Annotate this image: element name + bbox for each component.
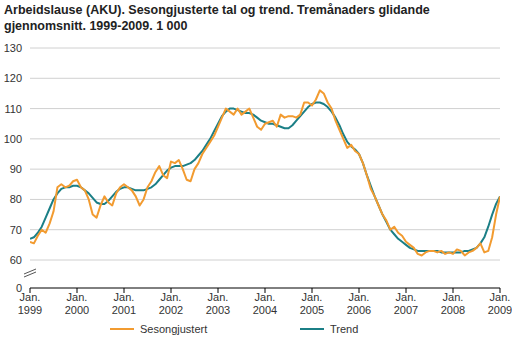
y-tick-label: 90 [10,163,22,175]
x-tick-label: Jan.2004 [253,291,277,316]
axis-break-bg [24,270,36,276]
y-tick-label: 110 [4,103,22,115]
x-tick-label-line: 2008 [441,304,465,316]
y-tick-label: 60 [10,254,22,266]
x-tick-label-line: Jan. [161,291,182,303]
x-tick-label: Jan.1999 [18,291,42,316]
y-tick-label: 120 [4,72,22,84]
chart: Arbeidslause (AKU). Sesongjusterte tal o… [0,0,512,349]
x-tick-label-line: Jan. [67,291,88,303]
grid-line [30,199,500,200]
y-tick-label: 80 [10,193,22,205]
legend-swatch [110,328,134,330]
x-tick-label: Jan.2006 [347,291,371,316]
y-tick-label: 100 [4,133,22,145]
x-tick-label-line: 2004 [253,304,277,316]
x-tick-label-line: Jan. [490,291,511,303]
x-tick-label-line: 2006 [347,304,371,316]
grid-line [30,78,500,79]
x-tick-label-line: 2009 [488,304,512,316]
x-tick-label: Jan.2002 [159,291,183,316]
x-tick-label-line: Jan. [208,291,229,303]
y-tick-label: 130 [4,42,22,54]
x-tick-label-line: Jan. [349,291,370,303]
plot-area [30,90,500,255]
x-tick-label-line: 2002 [159,304,183,316]
y-tick-label: 70 [10,224,22,236]
x-tick-label-line: Jan. [302,291,323,303]
x-tick-label: Jan.2007 [394,291,418,316]
x-tick-label: Jan.2009 [488,291,512,316]
grid-line [30,260,500,261]
grid-line [30,169,500,170]
x-tick-label-line: Jan. [443,291,464,303]
x-tick-label-line: 2000 [65,304,89,316]
axis-break [24,272,36,277]
x-tick-label-line: Jan. [20,291,41,303]
grid-line [30,48,500,49]
x-tick-label: Jan.2003 [206,291,230,316]
x-tick-label-line: Jan. [255,291,276,303]
x-tick-label-line: 1999 [18,304,42,316]
x-tick-label-line: 2001 [112,304,136,316]
x-tick-label-line: Jan. [114,291,135,303]
x-tick-label: Jan.2005 [300,291,324,316]
x-tick-label-line: Jan. [396,291,417,303]
x-tick-label: Jan.2008 [441,291,465,316]
x-tick-label-line: 2003 [206,304,230,316]
grid-line [30,138,500,139]
x-tick-label: Jan.2000 [65,291,89,316]
series-line [30,90,500,255]
x-tick-label-line: 2005 [300,304,324,316]
grid-line [30,229,500,230]
legend-label: Sesongjustert [140,323,207,335]
title: Arbeidslause (AKU). Sesongjusterte tal o… [4,3,430,33]
x-tick-label: Jan.2001 [112,291,136,316]
grid-line [30,108,500,109]
legend-label: Trend [330,323,358,335]
title-line: gjennomsnitt. 1999-2009. 1 000 [4,19,187,33]
x-tick-label-line: 2007 [394,304,418,316]
title-line: Arbeidslause (AKU). Sesongjusterte tal o… [4,3,430,17]
legend-swatch [300,328,324,330]
